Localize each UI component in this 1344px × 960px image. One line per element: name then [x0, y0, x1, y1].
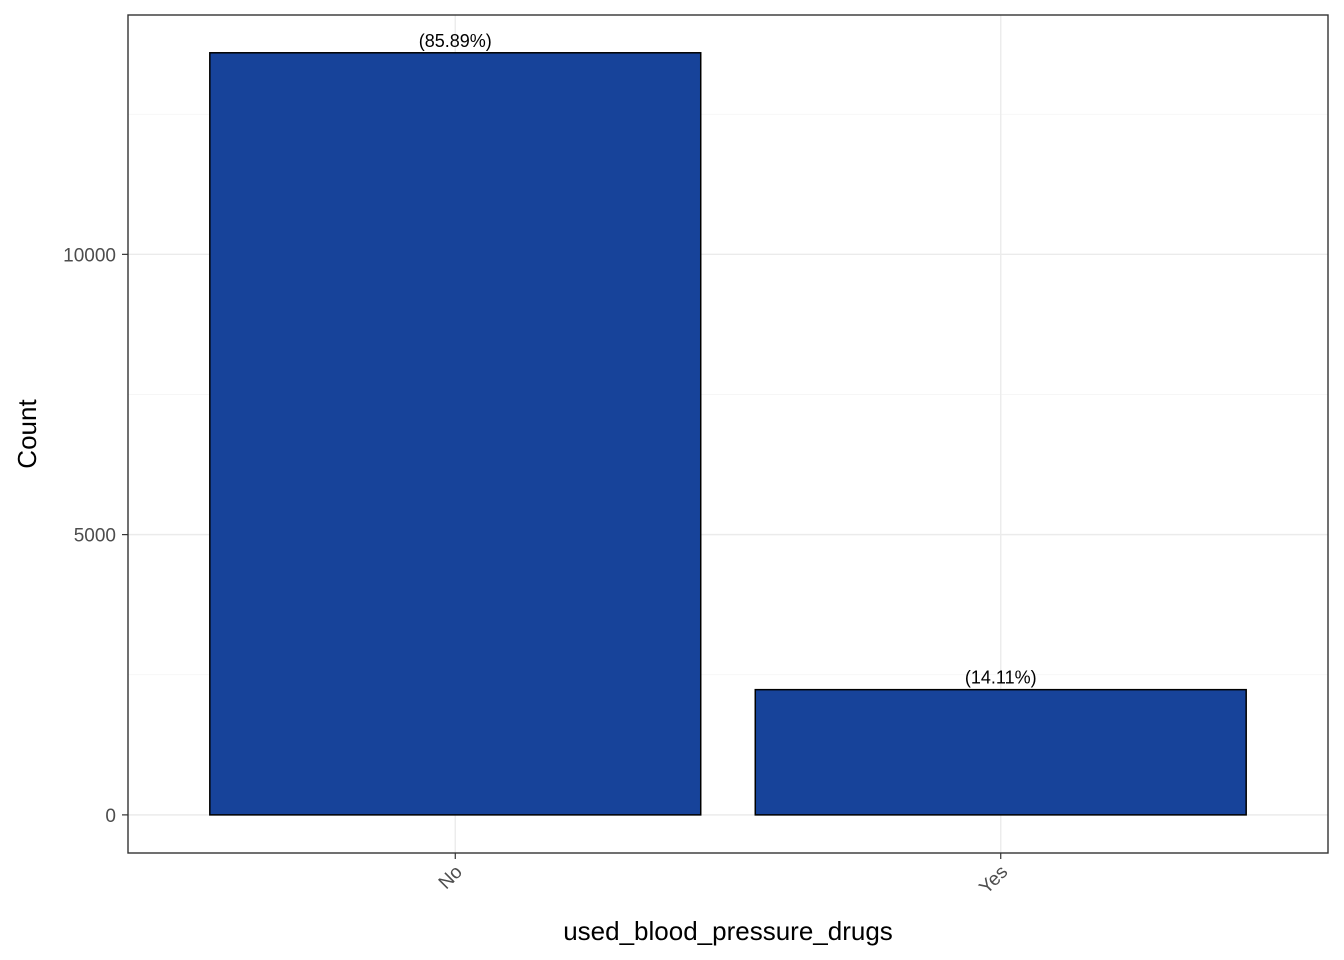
data-label-yes: (14.11%) [965, 668, 1037, 688]
data-labels: (85.89%) (14.11%) [419, 31, 1037, 688]
panel-border [127, 14, 1329, 854]
data-label-no: (85.89%) [419, 31, 492, 51]
y-axis-title: Count [12, 399, 42, 469]
x-axis-title: used_blood_pressure_drugs [563, 916, 893, 946]
bar-no [209, 52, 702, 816]
bar-yes [754, 688, 1247, 816]
y-tick-label-0: 0 [105, 806, 116, 827]
bars [209, 52, 1247, 816]
y-tick-label-2: 10000 [63, 245, 116, 266]
y-tick-label-1: 5000 [74, 526, 116, 547]
